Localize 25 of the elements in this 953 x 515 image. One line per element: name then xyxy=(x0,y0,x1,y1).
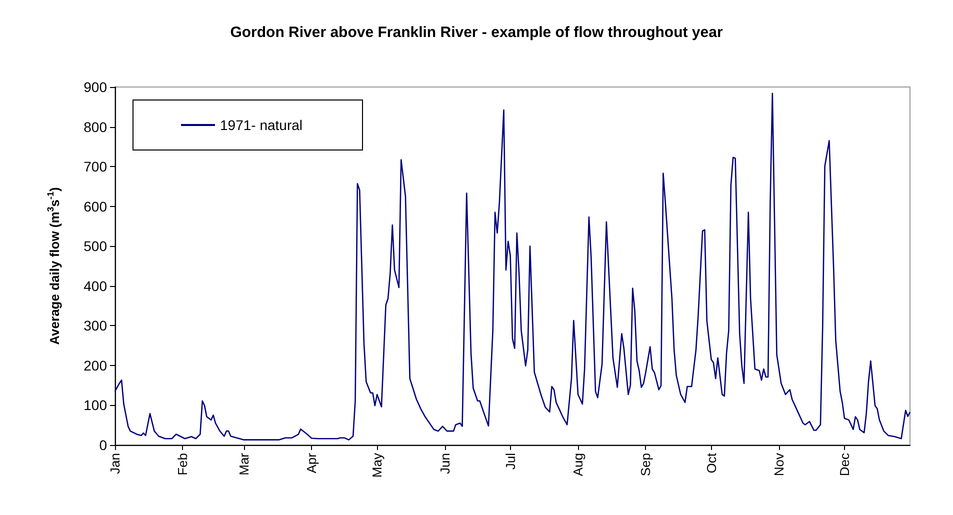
y-tick-label: 400 xyxy=(84,278,108,294)
x-tick-label: May xyxy=(370,452,385,478)
x-tick-label: Jul xyxy=(502,452,518,470)
x-tick-label: Jan xyxy=(108,453,122,474)
x-tick-label: Nov xyxy=(771,452,786,476)
x-tick-label: Sep xyxy=(638,453,654,476)
x-tick-label: Jun xyxy=(437,453,452,474)
y-tick-label: 500 xyxy=(84,238,108,254)
y-tick-label: 800 xyxy=(84,118,108,135)
x-tick-label: Feb xyxy=(175,453,190,476)
x-tick-label: Oct xyxy=(704,452,719,474)
y-tick-label: 300 xyxy=(84,318,108,334)
chart-title: Gordon River above Franklin River - example of flow throughout year xyxy=(230,24,723,41)
x-tick-label: Dec xyxy=(836,452,852,476)
legend-label: 1971- natural xyxy=(220,117,303,133)
y-tick-label: 200 xyxy=(84,357,108,374)
x-tick-label: Mar xyxy=(236,452,252,476)
x-tick-label: Aug xyxy=(570,453,586,476)
y-tick-label: 0 xyxy=(99,437,108,453)
y-axis-title: Average daily flow (m3s-1) xyxy=(46,187,62,345)
y-tick-label: 700 xyxy=(84,158,108,175)
y-tick-label: 600 xyxy=(84,198,108,214)
y-tick-label: 900 xyxy=(84,79,108,95)
x-tick-label: Apr xyxy=(304,452,320,474)
y-tick-label: 100 xyxy=(84,397,108,414)
